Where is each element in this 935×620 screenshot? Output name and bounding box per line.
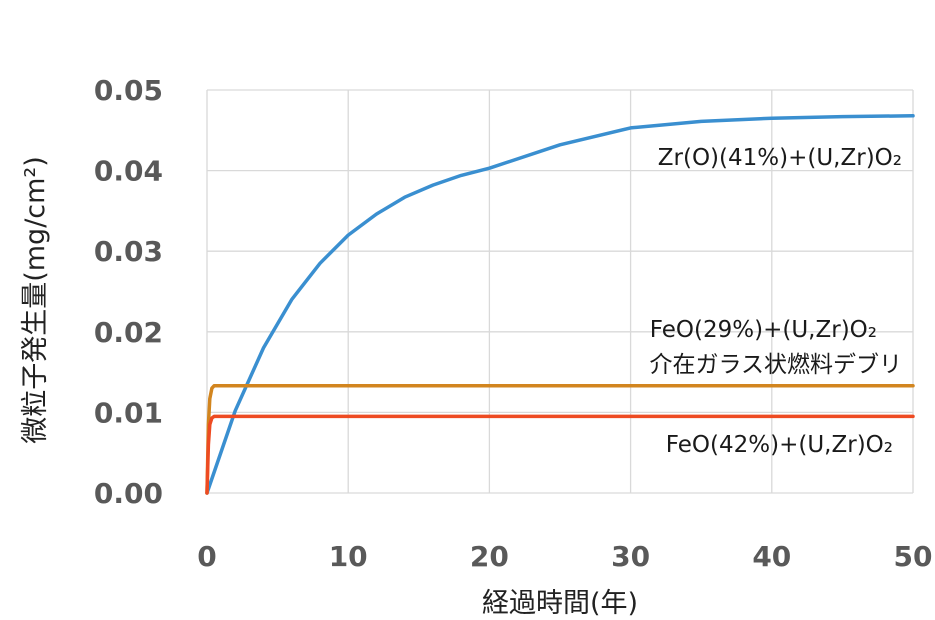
- grid: [206, 89, 914, 494]
- x-axis-title: 経過時間(年): [482, 588, 638, 619]
- series-label-zro: Zr(O)(41%)+(U,Zr)O₂: [658, 145, 902, 171]
- series-line-0: [205, 114, 915, 495]
- series-line-2: [205, 414, 915, 495]
- x-tick-label: 30: [611, 540, 650, 573]
- y-tick-label: 0.00: [94, 477, 163, 510]
- series-label-feo42: FeO(42%)+(U,Zr)O₂: [666, 432, 893, 458]
- y-axis-title: 微粒子発生量(mg/cm²): [20, 156, 51, 444]
- series-label-feo29-line2: 介在ガラス状燃料デブリ: [649, 352, 902, 378]
- x-tick-label: 50: [894, 540, 933, 573]
- x-tick-label: 20: [470, 540, 509, 573]
- y-axis-ticks: 0.00 0.01 0.02 0.03 0.04 0.05: [94, 74, 163, 510]
- series-lines: [205, 114, 915, 495]
- series-label-feo29-line1: FeO(29%)+(U,Zr)O₂: [650, 317, 877, 343]
- x-tick-label: 40: [752, 540, 791, 573]
- y-tick-label: 0.05: [94, 74, 163, 107]
- y-tick-label: 0.04: [94, 155, 163, 188]
- x-tick-label: 0: [197, 540, 216, 573]
- y-tick-label: 0.02: [94, 316, 163, 349]
- y-tick-label: 0.03: [94, 235, 163, 268]
- y-tick-label: 0.01: [94, 396, 163, 429]
- x-tick-label: 10: [329, 540, 368, 573]
- x-axis-ticks: 0 10 20 30 40 50: [197, 540, 932, 573]
